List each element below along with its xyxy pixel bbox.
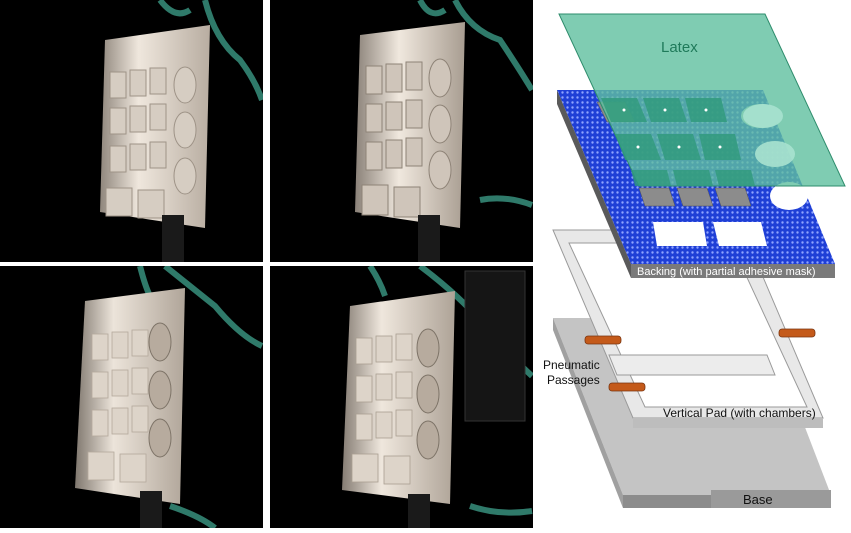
photo-top-right bbox=[270, 0, 533, 262]
photo-bottom-left bbox=[0, 266, 263, 528]
pneumatic-label-line1: Pneumatic bbox=[543, 358, 600, 372]
exploded-layer-diagram: Base Vertical Pad (with chambers) Pneuma… bbox=[535, 0, 851, 528]
backing-label: Backing (with partial adhesive mask) bbox=[637, 266, 816, 278]
base-label: Base bbox=[743, 492, 773, 507]
base-label-bar bbox=[711, 490, 831, 508]
connector bbox=[162, 215, 184, 262]
chamber-grid bbox=[105, 66, 197, 219]
latex-oval-overlays bbox=[743, 104, 795, 167]
inflated-chambers bbox=[148, 322, 172, 458]
hose bbox=[417, 0, 533, 208]
chamber-grid bbox=[351, 333, 413, 485]
latex-markers bbox=[622, 108, 722, 149]
connector bbox=[418, 215, 440, 262]
photo-top-left bbox=[0, 0, 263, 262]
fixture bbox=[464, 270, 526, 422]
backing-label-bar bbox=[631, 264, 835, 278]
latex-layer: Latex bbox=[558, 13, 846, 187]
tube-1 bbox=[584, 335, 622, 345]
inflated-chambers bbox=[416, 328, 440, 460]
pneumatic-passages bbox=[584, 328, 816, 392]
chamber-grid bbox=[361, 58, 452, 218]
pneumatic-label-line2: Passages bbox=[547, 373, 600, 387]
connector bbox=[408, 494, 430, 528]
photo-bottom-right bbox=[270, 266, 533, 528]
vertical-pad-label: Vertical Pad (with chambers) bbox=[663, 406, 816, 420]
latex-label: Latex bbox=[661, 39, 698, 56]
connector bbox=[140, 491, 162, 528]
chamber-grid bbox=[87, 329, 149, 483]
hose bbox=[157, 0, 263, 102]
tube-2 bbox=[778, 328, 816, 338]
tube-3 bbox=[608, 382, 646, 392]
